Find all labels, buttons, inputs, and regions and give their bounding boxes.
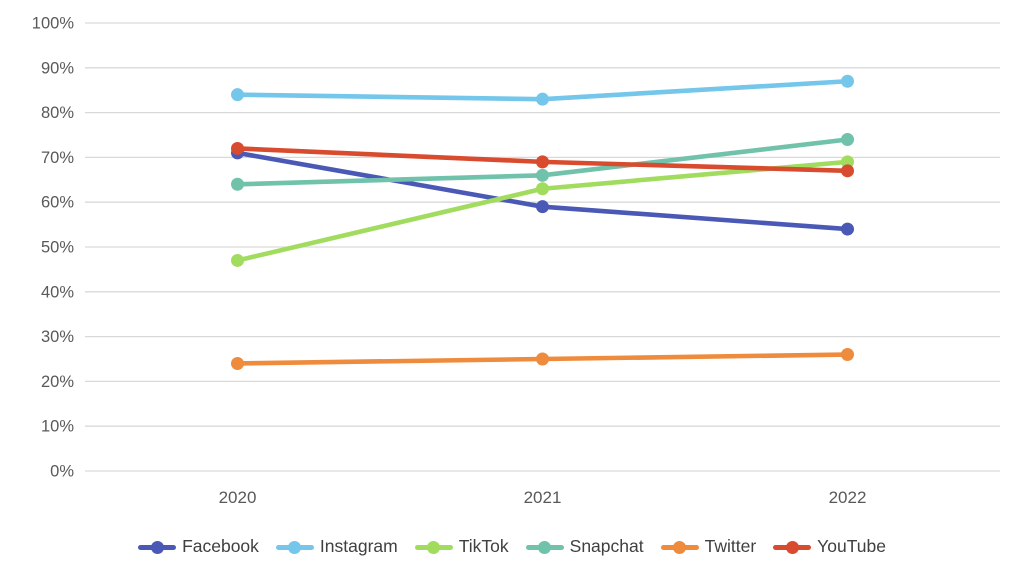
y-axis-tick-label: 10% bbox=[41, 418, 74, 436]
legend-marker-dot bbox=[427, 540, 441, 554]
data-point-facebook-2021 bbox=[536, 200, 549, 214]
legend-marker-dot bbox=[673, 540, 687, 554]
legend-item-tiktok: TikTok bbox=[414, 536, 509, 557]
y-axis-tick-label: 90% bbox=[41, 59, 74, 77]
data-point-instagram-2020 bbox=[231, 88, 244, 102]
y-axis-tick-label: 50% bbox=[41, 239, 74, 257]
legend-marker-dot bbox=[288, 540, 302, 554]
y-axis-tick-label: 20% bbox=[41, 373, 74, 391]
legend-item-youtube: YouTube bbox=[773, 538, 886, 556]
legend-marker-youtube-icon bbox=[773, 540, 812, 554]
legend-label: TikTok bbox=[458, 536, 509, 557]
legend-marker-facebook-icon bbox=[138, 540, 177, 554]
legend-marker-snapchat-icon bbox=[525, 540, 564, 554]
data-point-snapchat-2020 bbox=[231, 177, 244, 191]
legend-label: Facebook bbox=[182, 536, 259, 557]
data-point-tiktok-2020 bbox=[231, 253, 244, 267]
y-axis-tick-label: 0% bbox=[50, 463, 74, 481]
y-axis-tick-label: 70% bbox=[41, 149, 74, 167]
data-point-instagram-2021 bbox=[536, 92, 549, 106]
y-axis-tick-label: 40% bbox=[41, 283, 74, 301]
data-point-tiktok-2021 bbox=[536, 182, 549, 196]
y-axis-tick-label: 60% bbox=[41, 194, 74, 212]
legend-marker-twitter-icon bbox=[660, 540, 699, 554]
x-axis-label: 2022 bbox=[829, 488, 867, 507]
legend-marker-dot bbox=[538, 540, 552, 554]
legend-label: Snapchat bbox=[569, 536, 644, 557]
data-point-instagram-2022 bbox=[841, 74, 854, 88]
y-axis-tick-label: 80% bbox=[41, 104, 74, 122]
legend-marker-instagram-icon bbox=[275, 540, 314, 554]
plot-area: 0% 10% 20% 30% 40% 50% 60% 70% 80% 90% 100% 2020 202… bbox=[32, 15, 1000, 507]
legend-marker-tiktok-icon bbox=[414, 540, 453, 554]
legend-item-facebook: Facebook bbox=[138, 538, 259, 556]
legend-label: YouTube bbox=[817, 536, 886, 557]
x-axis-label: 2021 bbox=[524, 488, 562, 507]
legend-item-instagram: Instagram bbox=[275, 536, 398, 557]
legend: Facebook Instagram TikTok Snapchat Twitter Yo… bbox=[0, 529, 1024, 565]
y-axis-tick-label: 100% bbox=[32, 15, 75, 33]
legend-marker-dot bbox=[150, 540, 164, 554]
x-axis-label: 2020 bbox=[219, 488, 257, 507]
data-point-snapchat-2022 bbox=[841, 132, 854, 146]
legend-marker-dot bbox=[785, 540, 799, 554]
data-point-snapchat-2021 bbox=[536, 168, 549, 182]
data-point-twitter-2021 bbox=[536, 352, 549, 366]
data-point-twitter-2022 bbox=[841, 348, 854, 362]
data-point-tiktok-2022 bbox=[841, 155, 854, 169]
y-axis-tick-label: 30% bbox=[41, 328, 74, 346]
data-point-facebook-2022 bbox=[841, 222, 854, 236]
data-point-twitter-2020 bbox=[231, 356, 244, 370]
legend-item-twitter: Twitter bbox=[660, 536, 757, 557]
legend-label: Twitter bbox=[704, 536, 757, 557]
legend-item-snapchat: Snapchat bbox=[525, 536, 644, 557]
legend-label: Instagram bbox=[319, 536, 398, 557]
data-point-youtube-2021 bbox=[536, 155, 549, 169]
data-point-youtube-2020 bbox=[231, 141, 244, 155]
data-point-youtube-2022 bbox=[841, 164, 854, 178]
